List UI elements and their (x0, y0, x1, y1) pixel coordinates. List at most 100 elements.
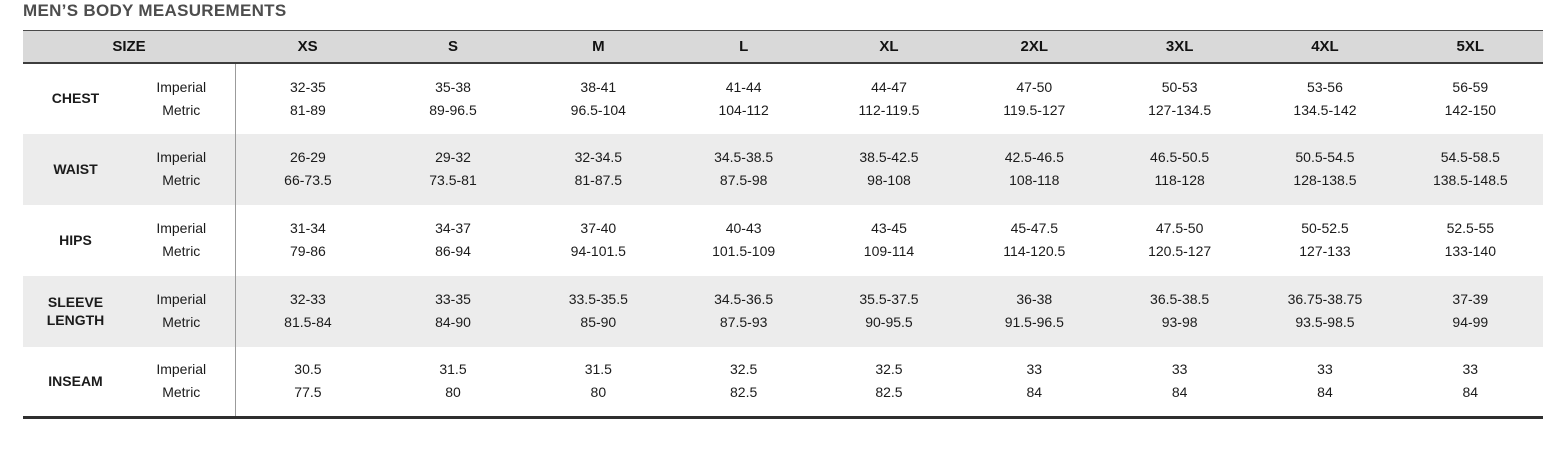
size-table-container: SIZE XS S M L XL 2XL 3XL 4XL 5XL CHEST Im… (23, 30, 1543, 419)
value-cell: 44-47 112-119.5 (816, 63, 961, 134)
value-cell: 36.5-38.5 93-98 (1107, 276, 1252, 347)
value-cell: 31.5 80 (526, 347, 671, 418)
imperial-value: 30.5 (294, 361, 322, 378)
value-cell: 33 84 (1107, 347, 1252, 418)
imperial-value: 31.5 (584, 361, 612, 378)
imperial-value: 47.5-50 (1155, 220, 1204, 236)
value-cell: 37-40 94-101.5 (526, 205, 671, 276)
metric-value: 114-120.5 (1003, 243, 1066, 259)
imperial-value: 32-35 (290, 78, 326, 95)
imperial-value: 50.5-54.5 (1295, 149, 1355, 165)
measurement-row: WAIST Imperial Metric 26-29 66-73.5 29-32 73.5… (23, 133, 1543, 205)
metric-value: 94-99 (1452, 314, 1489, 330)
value-cell: 36.75-38.75 93.5-98.5 (1252, 276, 1397, 347)
metric-value: 66-73.5 (284, 172, 332, 188)
value-cell: 32.5 82.5 (816, 347, 961, 418)
value-cell: 34.5-36.5 87.5-93 (671, 276, 816, 347)
metric-value: 87.5-93 (719, 314, 768, 330)
metric-value: 109-114 (863, 243, 915, 259)
metric-value: 82.5 (875, 384, 903, 401)
size-column-header: SIZE (23, 30, 235, 64)
metric-value: 93-98 (1161, 314, 1198, 330)
size-header-l: L (670, 30, 817, 64)
value-cell: 50.5-54.5 128-138.5 (1252, 134, 1397, 205)
value-cell: 54.5-58.5 138.5-148.5 (1398, 134, 1543, 205)
imperial-value: 31-34 (290, 220, 326, 236)
imperial-value: 35.5-37.5 (859, 291, 919, 307)
unit-labels-cell: Imperial Metric (128, 134, 235, 205)
metric-value: 119.5-127 (1003, 101, 1066, 118)
metric-value: 80 (445, 384, 461, 401)
imperial-value: 29-32 (435, 149, 471, 165)
unit-label-metric: Metric (162, 314, 201, 330)
value-cell: 46.5-50.5 118-128 (1107, 134, 1252, 205)
size-table: SIZE XS S M L XL 2XL 3XL 4XL 5XL CHEST Im… (23, 30, 1543, 419)
value-cell: 45-47.5 114-120.5 (962, 205, 1107, 276)
metric-value: 85-90 (580, 314, 617, 330)
table-header-row: SIZE XS S M L XL 2XL 3XL 4XL 5XL (23, 30, 1543, 64)
imperial-value: 53-56 (1307, 78, 1343, 95)
metric-value: 133-140 (1444, 243, 1496, 259)
size-table-header: SIZE XS S M L XL 2XL 3XL 4XL 5XL (23, 30, 1543, 64)
size-header-xl: XL (816, 30, 962, 64)
metric-value: 73.5-81 (429, 172, 477, 188)
value-cell: 53-56 134.5-142 (1252, 63, 1397, 134)
unit-label-metric: Metric (162, 172, 201, 188)
measurement-row: SLEEVE LENGTH Imperial Metric 32-33 81.5-84 3… (23, 275, 1543, 347)
value-cell: 32-34.5 81-87.5 (526, 134, 671, 205)
measurement-label: CHEST (51, 90, 100, 107)
value-cell: 41-44 104-112 (671, 63, 816, 134)
value-cell: 29-32 73.5-81 (380, 134, 525, 205)
value-cell: 47-50 119.5-127 (962, 63, 1107, 134)
value-cell: 34.5-38.5 87.5-98 (671, 134, 816, 205)
imperial-value: 33-35 (435, 291, 471, 307)
metric-value: 84 (1462, 384, 1479, 401)
unit-label-metric: Metric (162, 384, 201, 401)
imperial-value: 56-59 (1452, 78, 1489, 95)
measurement-row: CHEST Imperial Metric 32-35 81-89 35-38 89-96.… (23, 62, 1543, 134)
size-header-4xl: 4XL (1252, 30, 1398, 64)
metric-value: 81-89 (290, 101, 326, 118)
metric-value: 128-138.5 (1293, 172, 1357, 188)
metric-value: 84-90 (435, 314, 471, 330)
size-header-3xl: 3XL (1106, 30, 1253, 64)
imperial-value: 52.5-55 (1446, 220, 1495, 236)
metric-value: 86-94 (435, 243, 471, 259)
size-header-m: M (525, 30, 671, 64)
value-cell: 32-35 81-89 (234, 62, 381, 134)
metric-value: 93.5-98.5 (1295, 314, 1355, 330)
value-cell: 32.5 82.5 (671, 347, 816, 418)
value-cell: 38.5-42.5 98-108 (816, 134, 961, 205)
metric-value: 104-112 (718, 101, 769, 118)
metric-value: 84 (1171, 384, 1188, 401)
unit-label-imperial: Imperial (156, 291, 207, 307)
metric-value: 82.5 (730, 384, 758, 401)
imperial-value: 33 (1171, 361, 1188, 378)
measurement-row: HIPS Imperial Metric 31-34 79-86 34-37 86-94 37… (23, 204, 1543, 276)
size-table-body: CHEST Imperial Metric 32-35 81-89 35-38 89-96.… (23, 62, 1543, 418)
metric-value: 142-150 (1444, 101, 1496, 118)
unit-label-metric: Metric (162, 243, 201, 259)
metric-value: 94-101.5 (570, 243, 626, 259)
value-cell: 35-38 89-96.5 (380, 63, 525, 134)
unit-labels-cell: Imperial Metric (128, 276, 235, 347)
imperial-value: 45-47.5 (1010, 220, 1059, 236)
measurement-label: SLEEVE LENGTH (46, 293, 105, 328)
metric-value: 101.5-109 (712, 243, 776, 259)
metric-value: 81-87.5 (574, 172, 623, 188)
metric-value: 98-108 (867, 172, 911, 188)
value-cell: 33 84 (1252, 347, 1397, 418)
metric-value: 79-86 (290, 243, 326, 259)
value-cell: 42.5-46.5 108-118 (962, 134, 1107, 205)
imperial-value: 50-53 (1161, 78, 1198, 95)
imperial-value: 41-44 (725, 78, 762, 95)
imperial-value: 37-39 (1452, 291, 1489, 307)
measurement-label: INSEAM (48, 373, 103, 390)
imperial-value: 32.5 (875, 361, 903, 378)
size-header-s: S (380, 30, 526, 64)
page-title: MEN’S BODY MEASUREMENTS (23, 1, 287, 20)
value-cell: 36-38 91.5-96.5 (962, 276, 1107, 347)
value-cell: 30.5 77.5 (234, 346, 381, 418)
value-cell: 33 84 (1398, 347, 1543, 418)
imperial-value: 36-38 (1016, 291, 1053, 307)
